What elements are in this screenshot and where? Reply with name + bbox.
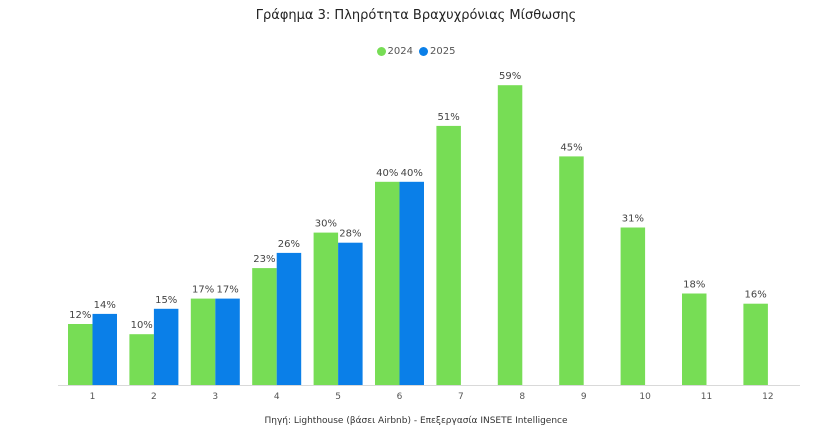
data-label-2024-10: 31% (622, 214, 644, 225)
data-label-2024-11: 18% (683, 280, 705, 291)
x-tick-label-10: 10 (639, 392, 651, 402)
chart-source: Πηγή: Lighthouse (βάσει Airbnb) - Επεξερ… (264, 416, 568, 426)
data-label-2025-2: 15% (155, 295, 177, 306)
bar-2024-11 (682, 293, 707, 385)
legend-label-2024: 2024 (387, 46, 413, 57)
bar-2025-5 (338, 242, 363, 385)
x-tick-label-2: 2 (151, 392, 157, 402)
bar-2024-5 (313, 232, 339, 385)
data-label-2024-7: 51% (437, 112, 459, 123)
x-tick-label-5: 5 (335, 392, 341, 402)
data-label-2024-3: 17% (192, 285, 214, 296)
data-label-2024-2: 10% (131, 320, 153, 331)
bar-2025-4 (276, 252, 302, 385)
bar-2024-10 (620, 227, 646, 385)
bar-2024-6 (375, 181, 400, 385)
bar-2025-6 (399, 181, 424, 385)
x-tick-label-6: 6 (397, 392, 403, 402)
bar-2025-1 (92, 313, 117, 385)
x-tick-label-9: 9 (581, 392, 587, 402)
data-label-2024-12: 16% (744, 290, 766, 301)
chart-legend: 2024 2025 (0, 46, 832, 57)
x-tick-label-3: 3 (212, 392, 218, 402)
data-label-2024-1: 12% (69, 310, 91, 321)
data-label-2025-4: 26% (278, 239, 300, 250)
bar-2024-7 (436, 125, 461, 386)
bar-2024-12 (743, 303, 768, 385)
chart-title: Γράφημα 3: Πληρότητα Βραχυχρόνιας Μίσθωσ… (255, 8, 577, 23)
bar-2024-9 (559, 156, 584, 385)
legend-swatch-2024 (376, 47, 386, 56)
x-tick-label-11: 11 (701, 392, 712, 402)
data-label-2024-8: 59% (499, 71, 521, 82)
bar-2024-1 (68, 324, 93, 385)
bar-2024-2 (129, 334, 154, 385)
data-label-2025-1: 14% (94, 300, 116, 311)
bar-2025-3 (215, 298, 240, 385)
data-label-2024-9: 45% (560, 142, 582, 153)
data-label-2024-5: 30% (315, 219, 337, 230)
data-label-2025-6: 40% (401, 168, 423, 179)
bar-2025-2 (153, 308, 179, 385)
x-tick-label-7: 7 (458, 392, 464, 402)
legend-swatch-2025 (419, 47, 428, 56)
data-label-2024-4: 23% (253, 254, 275, 265)
x-tick-label-8: 8 (519, 392, 525, 402)
data-label-2024-6: 40% (376, 168, 398, 179)
legend-item-2024: 2024 (376, 46, 413, 57)
bar-2024-8 (497, 85, 523, 385)
data-label-2025-5: 28% (339, 229, 361, 240)
legend-label-2025: 2025 (430, 46, 456, 57)
data-label-2025-3: 17% (216, 285, 238, 296)
x-tick-label-12: 12 (762, 392, 773, 402)
x-tick-label-1: 1 (90, 392, 96, 402)
bar-2024-3 (190, 298, 216, 385)
bar-2024-4 (252, 268, 277, 385)
legend-item-2025: 2025 (419, 46, 455, 57)
x-tick-label-4: 4 (274, 392, 280, 402)
